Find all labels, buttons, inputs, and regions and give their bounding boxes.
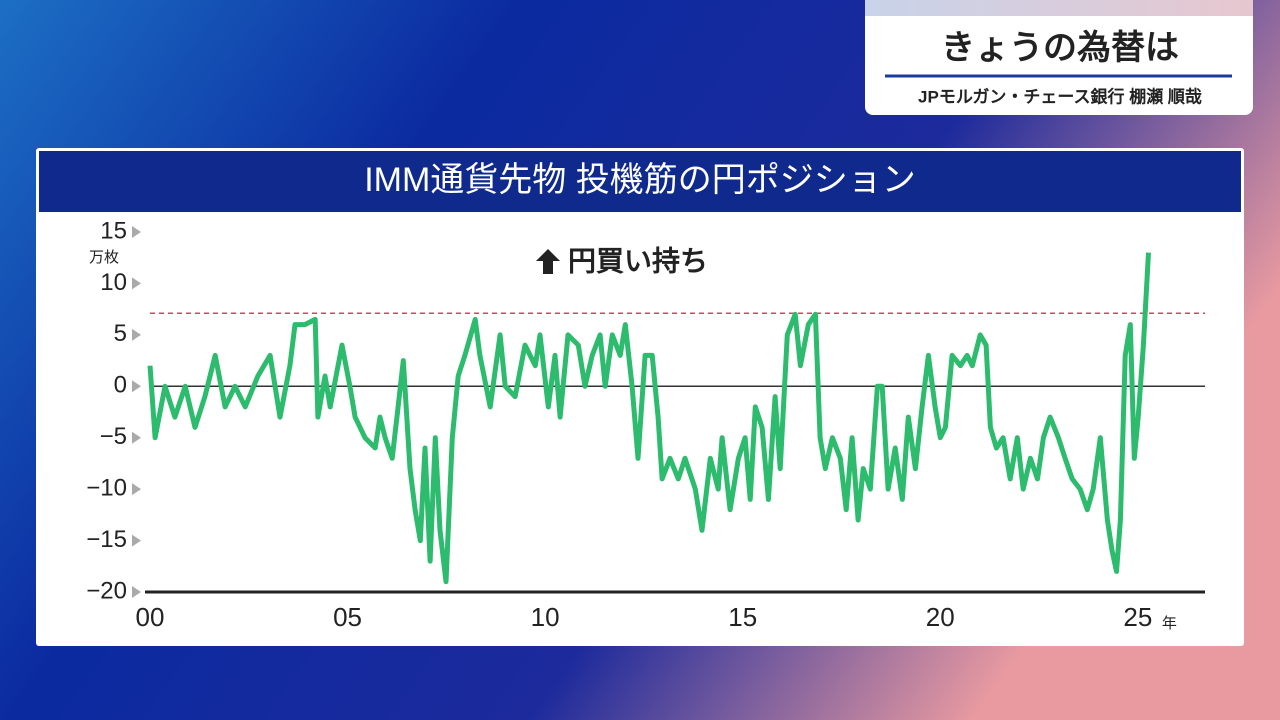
y-tick-mark [132,277,141,290]
y-tick-label: 5 [114,320,127,347]
arrow-icon [536,249,560,274]
y-tick-label: −10 [86,474,127,501]
y-tick-mark [132,380,141,393]
y-tick-mark [132,534,141,547]
y-unit: 万枚 [89,249,119,266]
chart-title-bar [39,151,1241,212]
x-tick-label: 00 [136,602,165,632]
header-subtitle: JPモルガン・チェース銀行 棚瀬 順哉 [918,86,1202,106]
y-tick-mark [132,483,141,496]
y-tick-label: −5 [100,423,127,450]
header-box: きょうの為替は JPモルガン・チェース銀行 棚瀬 順哉 [865,0,1253,115]
header-title: きょうの為替は [941,29,1179,67]
y-tick-label: 10 [100,269,127,296]
x-tick-label: 15 [728,602,757,632]
y-tick-label: 0 [114,372,127,399]
annotation: 円買い持ち [568,245,708,276]
plot: 15 10 5 0 −5 −10 −15 −20 00 05 10 15 20 25 年 [86,217,1205,632]
y-tick-mark [132,431,141,444]
data-line [147,252,1151,585]
y-tick-label: 15 [100,217,127,244]
x-tick-label: 05 [333,602,362,632]
y-tick-label: −20 [86,577,127,604]
y-tick-label: −15 [86,526,127,553]
y-tick-mark [132,586,141,598]
x-tick-label: 20 [926,602,955,632]
y-tick-mark [132,328,141,341]
chart-title: IMM通貨先物 投機筋の円ポジション [364,161,916,199]
x-tick-label: 10 [531,602,560,632]
x-tick-label: 25 [1123,602,1152,632]
y-tick-mark [132,226,141,238]
x-unit: 年 [1162,615,1177,632]
